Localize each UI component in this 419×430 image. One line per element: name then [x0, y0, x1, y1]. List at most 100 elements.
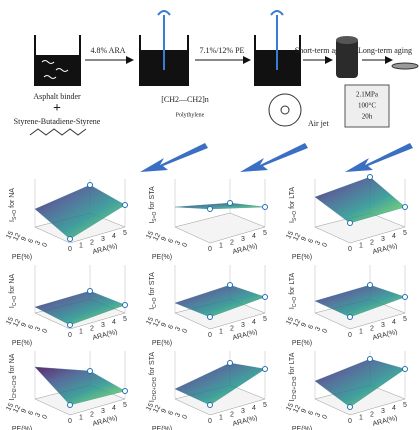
marker [68, 323, 73, 328]
ara-tick: 5 [403, 402, 407, 409]
condition: 100°C [358, 102, 376, 110]
subscript: CH2+CH3 [292, 376, 298, 399]
ara-tick: 5 [123, 316, 127, 323]
pe-label: PE(%) [12, 426, 32, 430]
marker [123, 389, 128, 394]
subplot: 15129630012345PE(%)ARA(%)ICH2+CH3for NA [5, 351, 127, 430]
ara-tick: 4 [252, 319, 256, 326]
ara-tick: 1 [79, 415, 83, 422]
surface [175, 203, 265, 209]
ara-tick: 5 [123, 402, 127, 409]
marker [208, 207, 213, 212]
marker [403, 205, 408, 210]
ara-tick: 4 [112, 405, 116, 412]
ara-tick: 1 [219, 415, 223, 422]
ara-label: ARA(%) [92, 415, 118, 428]
y-label: IS=Ofor LTA [289, 187, 298, 223]
subscript: CH2+CH3 [12, 375, 18, 398]
marker [368, 357, 373, 362]
subscript: C=O [292, 297, 298, 308]
arrow [345, 143, 413, 172]
pe-tick: 0 [321, 242, 329, 249]
ara-tick: 2 [230, 325, 234, 332]
ara-tick: 0 [348, 418, 352, 425]
pe-label: PE(%) [152, 426, 172, 430]
subplot: 15129630012345PE(%)ARA(%)ICH2+CH3for STA [145, 351, 267, 430]
molecule [30, 129, 86, 135]
marker [348, 221, 353, 226]
binder [36, 55, 79, 84]
marker [123, 303, 128, 308]
pe-label: PE(%) [292, 340, 312, 347]
suffix: for STA [149, 352, 156, 376]
ara-tick: 2 [230, 239, 234, 246]
marker [403, 367, 408, 372]
formula: [CH2—CH2]n [161, 95, 209, 104]
subplot: 15129630012345PE(%)ARA(%)IC=Ofor STA [145, 265, 267, 347]
subscript: CH2+CH3 [152, 377, 158, 400]
pe-tick: 0 [41, 414, 49, 421]
subscript: C=O [152, 297, 158, 308]
arrow [240, 143, 308, 172]
pe-label: PE(%) [12, 254, 32, 261]
ara-label: ARA(%) [372, 329, 398, 342]
ara-tick: 4 [392, 405, 396, 412]
pe-tick: 0 [41, 242, 49, 249]
ara-label: ARA(%) [232, 415, 258, 428]
subplot: 15129630012345PE(%)ARA(%)IS=Ofor STA [145, 179, 267, 261]
ara-tick: 4 [252, 233, 256, 240]
suffix: for LTA [289, 352, 296, 374]
subplot: 15129630012345PE(%)ARA(%)ICH2+CH3for LTA [285, 351, 407, 430]
ara-tick: 5 [403, 230, 407, 237]
subscript: S=O [12, 210, 18, 220]
label: 7.1%/12% PE [200, 46, 245, 55]
pe-tick: 0 [181, 414, 189, 421]
ara-tick: 4 [252, 405, 256, 412]
ara-tick: 2 [90, 239, 94, 246]
suffix: for STA [149, 186, 156, 210]
label: 4.8% ARA [90, 46, 125, 55]
arrow [140, 143, 208, 172]
y-label: IC=Ofor STA [149, 272, 158, 310]
subscript: S=O [152, 211, 158, 221]
ara-tick: 5 [263, 230, 267, 237]
ara-tick: 1 [359, 329, 363, 336]
ara-tick: 5 [123, 230, 127, 237]
ara-tick: 2 [370, 325, 374, 332]
ara-tick: 4 [112, 233, 116, 240]
suffix: for STA [149, 272, 156, 296]
ara-tick: 3 [101, 236, 105, 243]
y-label: IC=Ofor LTA [289, 273, 298, 310]
ara-tick: 3 [101, 408, 105, 415]
ara-tick: 3 [101, 322, 105, 329]
ara-tick: 2 [370, 411, 374, 418]
ara-tick: 3 [381, 236, 385, 243]
marker [348, 315, 353, 320]
ara-label: ARA(%) [232, 329, 258, 342]
y-label: IS=Ofor NA [9, 188, 18, 222]
y-label: IS=Ofor STA [149, 186, 158, 224]
pe-tick: 0 [181, 328, 189, 335]
y-label: ICH2+CH3for NA [9, 353, 18, 400]
air-jet [269, 94, 301, 126]
marker [208, 403, 213, 408]
ara-tick: 0 [208, 332, 212, 339]
ara-label: ARA(%) [92, 329, 118, 342]
subscript: S=O [292, 211, 298, 221]
plots: 15129630012345PE(%)ARA(%)IS=Ofor NA15129… [5, 175, 407, 430]
ara-tick: 3 [241, 322, 245, 329]
condition: 20h [362, 113, 373, 121]
marker [348, 405, 353, 410]
marker [88, 289, 93, 294]
pe-tick: 0 [321, 414, 329, 421]
ara-tick: 1 [79, 329, 83, 336]
marker [208, 315, 213, 320]
pe-label: PE(%) [292, 426, 312, 430]
pe-tick: 0 [41, 328, 49, 335]
ara-tick: 3 [381, 408, 385, 415]
stirrer [158, 11, 170, 15]
marker [228, 283, 233, 288]
stirrer [271, 11, 283, 15]
